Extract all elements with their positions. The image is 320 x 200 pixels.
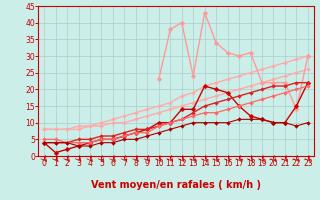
X-axis label: Vent moyen/en rafales ( km/h ): Vent moyen/en rafales ( km/h )	[91, 180, 261, 190]
